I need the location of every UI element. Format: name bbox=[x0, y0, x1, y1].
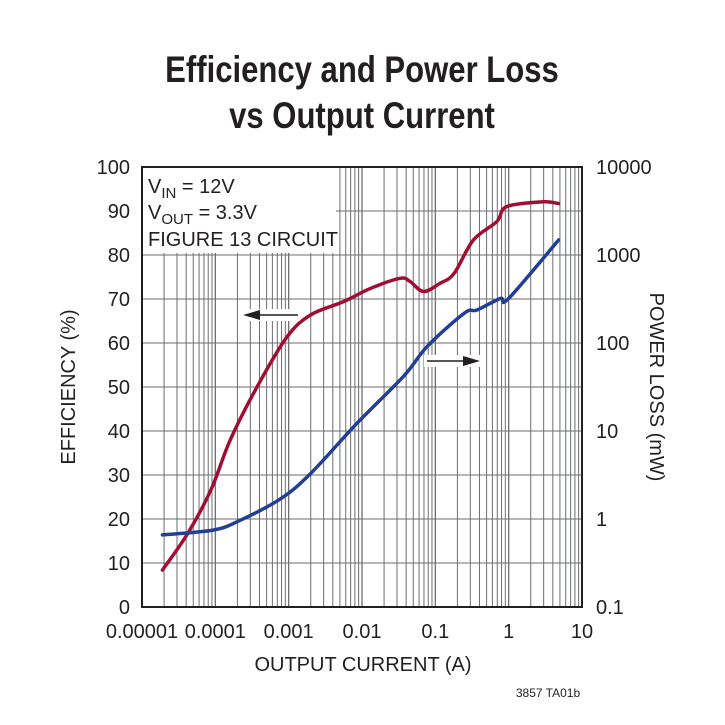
annotation-box bbox=[142, 167, 336, 253]
left-axis-arrow bbox=[240, 309, 300, 321]
y-right-tick-label: 10 bbox=[596, 421, 618, 443]
y-right-tick-label: 0.1 bbox=[596, 597, 624, 619]
tick-labels: 0.00001 0.0001 0.001 0.01 0.1 1 10010203040506… bbox=[97, 157, 652, 643]
y-left-tick-label: 50 bbox=[108, 377, 130, 399]
y-left-tick-label: 70 bbox=[108, 289, 130, 311]
efficiency-curve bbox=[160, 199, 561, 572]
x-tick-label: 0.1 bbox=[421, 621, 449, 643]
y-right-tick-label: 1 bbox=[596, 509, 607, 531]
y-left-tick-label: 20 bbox=[108, 509, 130, 531]
y-left-tick-label: 40 bbox=[108, 421, 130, 443]
y-right-axis-label: POWER LOSS (mW) bbox=[645, 293, 667, 482]
x-axis-label: OUTPUT CURRENT (A) bbox=[254, 654, 471, 676]
plot-frame bbox=[141, 166, 583, 608]
x-tick-label: 1 bbox=[503, 621, 514, 643]
vin-label: VIN = 12V bbox=[148, 176, 235, 202]
y-left-tick-label: 0 bbox=[119, 597, 130, 619]
y-left-tick-label: 30 bbox=[108, 465, 130, 487]
vout-label: VOUT = 3.3V bbox=[148, 202, 258, 228]
y-left-tick-label: 60 bbox=[108, 333, 130, 355]
chart-title: Efficiency and Power Loss vs Output Curr… bbox=[165, 50, 559, 137]
figure-id: 3857 TA01b bbox=[516, 686, 581, 700]
y-right-tick-label: 10000 bbox=[596, 157, 652, 179]
y-right-tick-label: 100 bbox=[596, 333, 629, 355]
title-line-1: Efficiency and Power Loss bbox=[165, 50, 559, 91]
power-loss-curve bbox=[160, 238, 561, 537]
conditions-annotation: VIN = 12V VOUT = 3.3V FIGURE 13 CIRCUIT bbox=[148, 176, 338, 251]
y-left-tick-label: 100 bbox=[97, 157, 130, 179]
x-tick-label: 10 bbox=[571, 621, 593, 643]
x-tick-label: 0.00001 bbox=[106, 621, 178, 643]
y-left-tick-label: 80 bbox=[108, 245, 130, 267]
y-right-tick-label: 1000 bbox=[596, 245, 641, 267]
series-group bbox=[160, 199, 561, 572]
x-tick-label: 0.0001 bbox=[185, 621, 246, 643]
x-tick-label: 0.001 bbox=[264, 621, 314, 643]
circuit-label: FIGURE 13 CIRCUIT bbox=[148, 229, 338, 251]
title-line-2: vs Output Current bbox=[229, 96, 495, 137]
y-left-axis-label: EFFICIENCY (%) bbox=[58, 309, 80, 464]
x-tick-label: 0.01 bbox=[343, 621, 382, 643]
right-axis-arrow bbox=[424, 355, 484, 367]
y-left-tick-label: 10 bbox=[108, 553, 130, 575]
y-left-tick-label: 90 bbox=[108, 201, 130, 223]
